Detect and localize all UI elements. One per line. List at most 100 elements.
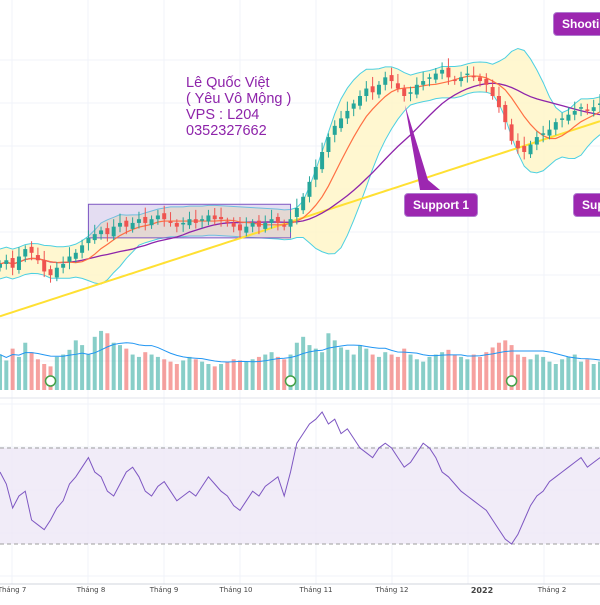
support1-pointer — [405, 105, 440, 190]
candle-body — [29, 246, 34, 253]
candle-body — [181, 222, 186, 225]
volume-bar — [421, 361, 426, 390]
candle-body — [200, 219, 205, 221]
volume-bar — [136, 356, 141, 390]
candle-body — [313, 166, 318, 180]
candle-body — [16, 256, 21, 270]
volume-bar — [408, 354, 413, 390]
candle-body — [86, 237, 91, 244]
candle-body — [206, 215, 211, 222]
candle-body — [307, 181, 312, 197]
volume-bar — [256, 356, 261, 390]
candle-body — [389, 75, 394, 82]
candle-body — [541, 133, 546, 135]
support1-callout: Support 1 — [404, 193, 478, 217]
candle-body — [339, 118, 344, 129]
candle-body — [364, 88, 369, 96]
volume-bar — [465, 359, 470, 390]
volume-bar — [67, 349, 72, 390]
volume-bar — [553, 364, 558, 390]
tick-label-1: Tháng 8 — [76, 586, 106, 594]
ma-orange-line — [0, 75, 600, 265]
candle-body — [326, 137, 331, 152]
volume-bar — [54, 356, 59, 390]
candle-body — [585, 109, 590, 111]
volume-bar — [42, 364, 47, 390]
volume-bar — [307, 345, 312, 390]
volume-bar — [364, 348, 369, 390]
candle-body — [560, 118, 565, 120]
volume-bar — [395, 356, 400, 390]
volume-bar — [86, 354, 91, 390]
candle-body — [193, 219, 198, 223]
candle-body — [92, 234, 97, 241]
volume-bar — [124, 348, 129, 390]
volume-bar — [320, 352, 325, 390]
candle-body — [23, 249, 28, 257]
candle-body — [162, 213, 167, 220]
volume-bar — [541, 356, 546, 390]
shooting-callout: Shooting — [553, 12, 600, 36]
volume-bar — [326, 333, 331, 390]
candle-body — [136, 219, 141, 223]
support-cut-callout: Supp — [573, 193, 600, 217]
candle-body — [168, 221, 173, 223]
volume-event-marker — [505, 375, 518, 387]
volume-bar — [225, 361, 230, 390]
volume-bar — [174, 364, 179, 390]
volume-bar — [80, 345, 85, 390]
candle-body — [320, 152, 325, 170]
volume-bar — [244, 361, 249, 390]
candle-body — [67, 256, 72, 262]
candle-body — [231, 222, 236, 227]
candle-body — [80, 245, 85, 253]
rsi-line — [0, 411, 600, 545]
candle-body — [509, 124, 514, 141]
volume-event-marker — [44, 375, 57, 387]
candle-body — [598, 103, 600, 105]
volume-bar — [275, 356, 280, 390]
volume-bar — [572, 354, 577, 390]
volume-bar — [515, 354, 520, 390]
candle-body — [427, 77, 432, 79]
candle-body — [35, 255, 40, 261]
candle-body — [591, 107, 596, 111]
author-alias: ( Yêu Vô Mộng ) — [186, 91, 292, 107]
volume-bar — [585, 359, 590, 390]
volume-bar — [503, 340, 508, 390]
candle-body — [490, 87, 495, 96]
candle-body — [294, 208, 299, 217]
volume-bar — [250, 359, 255, 390]
volume-bar — [130, 354, 135, 390]
volume-bar — [598, 361, 600, 390]
candle-body — [73, 252, 78, 259]
volume-bar — [522, 356, 527, 390]
candle-body — [414, 84, 419, 95]
volume-bar — [193, 359, 198, 390]
candle-body — [345, 110, 350, 119]
candle-body — [579, 107, 584, 109]
volume-event-marker — [284, 375, 297, 387]
volume-bar — [345, 349, 350, 390]
volume-bar — [168, 361, 173, 390]
volume-bar — [459, 356, 464, 390]
volume-bar — [579, 361, 584, 390]
candle-body — [61, 264, 66, 268]
candle-body — [238, 224, 242, 231]
volume-bar — [149, 354, 154, 390]
volume-bar — [162, 359, 167, 390]
volume-bar — [0, 354, 2, 390]
candle-body — [143, 216, 148, 223]
tick-label-6: 2022 — [470, 586, 494, 595]
volume-bar — [370, 354, 375, 390]
volume-bar — [219, 364, 224, 390]
volume-bar — [111, 342, 116, 390]
candle-body — [263, 222, 268, 229]
candle-body — [484, 78, 489, 85]
candle-body — [408, 92, 413, 94]
candle-body — [547, 129, 552, 136]
volume-bar — [528, 359, 533, 390]
volume-bar — [73, 340, 78, 390]
candle-body — [219, 216, 224, 220]
